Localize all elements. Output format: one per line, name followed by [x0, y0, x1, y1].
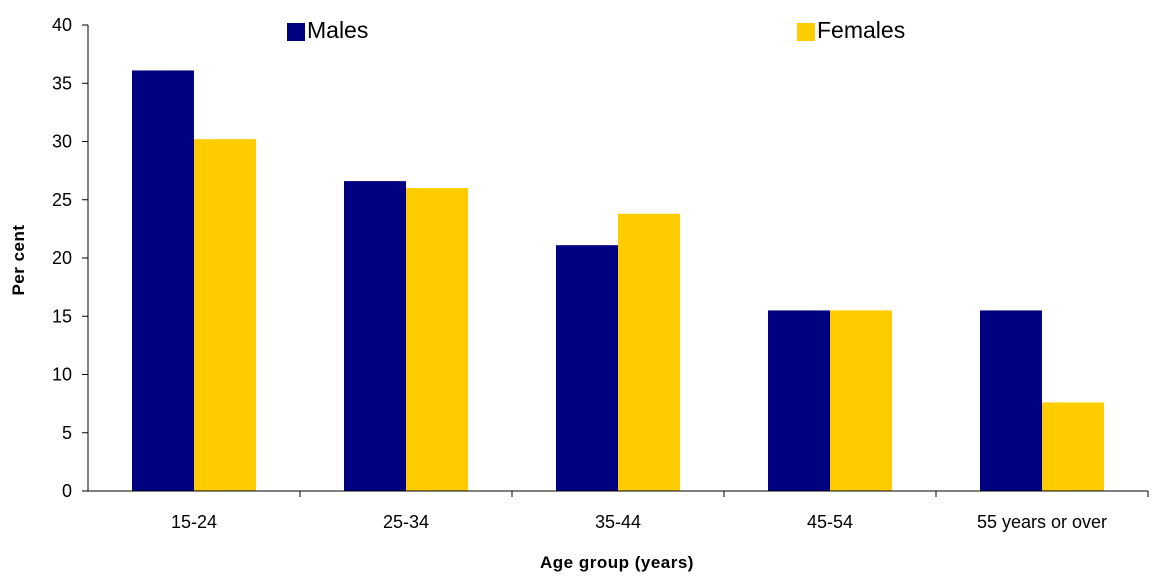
y-tick-label: 5 — [62, 423, 72, 443]
x-category-label: 55 years or over — [977, 512, 1107, 532]
y-tick-label: 30 — [52, 132, 72, 152]
legend-swatch-males — [287, 23, 305, 41]
bar-males-35-44 — [556, 245, 618, 491]
bar-males-15-24 — [132, 70, 194, 491]
y-axis-title: Per cent — [9, 224, 28, 295]
y-tick-label: 15 — [52, 306, 72, 326]
bar-females-45-54 — [830, 310, 892, 491]
x-axis-title: Age group (years) — [540, 553, 694, 572]
legend-label-males: Males — [307, 17, 368, 43]
x-category-label: 45-54 — [807, 512, 853, 532]
y-tick-label: 35 — [52, 73, 72, 93]
y-tick-label: 25 — [52, 190, 72, 210]
y-tick-label: 10 — [52, 365, 72, 385]
bar-females-55-years-or-over — [1042, 402, 1104, 491]
y-tick-label: 40 — [52, 15, 72, 35]
x-category-label: 35-44 — [595, 512, 641, 532]
bars — [132, 70, 1104, 492]
y-tick-label: 20 — [52, 248, 72, 268]
x-category-label: 15-24 — [171, 512, 217, 532]
legend-label-females: Females — [817, 17, 905, 43]
legend: Males Females — [287, 17, 905, 43]
bar-females-15-24 — [194, 139, 256, 492]
x-axis-labels: 15-24 25-34 35-44 45-54 55 years or over — [171, 491, 1149, 532]
x-category-label: 25-34 — [383, 512, 429, 532]
y-axis-ticks: 0 5 10 15 20 25 30 35 40 — [52, 15, 88, 501]
bar-females-35-44 — [618, 213, 680, 492]
bar-males-45-54 — [768, 310, 830, 491]
bar-males-25-34 — [344, 181, 406, 492]
bar-males-55-years-or-over — [980, 310, 1042, 491]
legend-swatch-females — [797, 23, 815, 41]
bar-females-25-34 — [406, 188, 468, 491]
y-tick-label: 0 — [62, 481, 72, 501]
